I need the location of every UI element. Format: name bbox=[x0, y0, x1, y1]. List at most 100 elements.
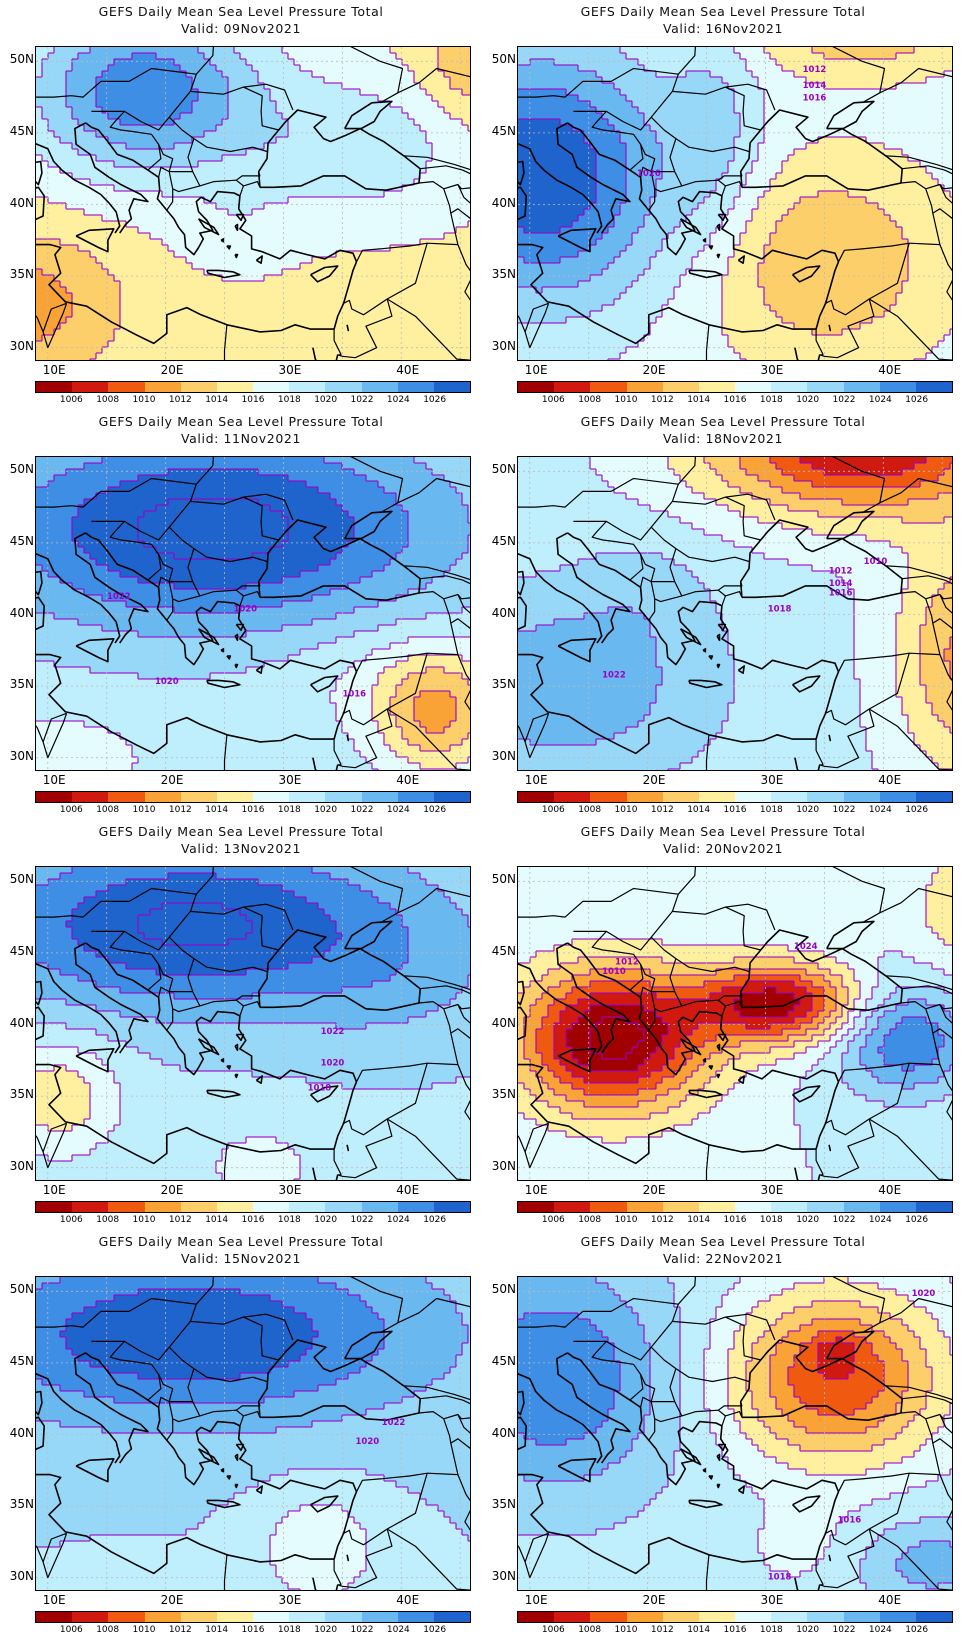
pressure-shading bbox=[518, 457, 952, 770]
colorbar-label: 1012 bbox=[647, 395, 677, 405]
colorbar-swatch bbox=[361, 382, 398, 392]
longitude-label: 30E bbox=[278, 1593, 301, 1607]
latitude-label: 45N bbox=[0, 124, 34, 138]
isobar-label: 1010 bbox=[602, 967, 626, 977]
colorbar-label: 1014 bbox=[202, 395, 232, 405]
colorbar-label: 1018 bbox=[756, 805, 786, 815]
pressure-shading bbox=[36, 1277, 470, 1590]
map-panel: GEFS Daily Mean Sea Level Pressure Total… bbox=[0, 1230, 482, 1640]
coastlines-and-borders bbox=[518, 457, 952, 770]
colorbar-label: 1022 bbox=[347, 1625, 377, 1635]
longitude-label: 40E bbox=[878, 1183, 901, 1197]
colorbar-label: 1026 bbox=[902, 1215, 932, 1225]
isobar-labels: 1022 1020 1018 bbox=[308, 1027, 345, 1094]
colorbar-label: 1012 bbox=[647, 1625, 677, 1635]
colorbar-swatch bbox=[590, 382, 627, 392]
colorbar-label: 1016 bbox=[720, 805, 750, 815]
colorbar-swatch bbox=[698, 382, 736, 392]
colorbar-swatch bbox=[662, 382, 699, 392]
isobar-label: 1012 bbox=[829, 567, 853, 577]
isobar-label: 1012 bbox=[615, 958, 639, 968]
latitude-label: 45N bbox=[482, 944, 516, 958]
isobar-label: 1018 bbox=[308, 1084, 332, 1094]
isobar-label: 1022 bbox=[107, 592, 131, 602]
colorbar-label: 1026 bbox=[420, 1215, 450, 1225]
colorbar-swatch bbox=[433, 382, 471, 392]
colorbar bbox=[517, 381, 953, 393]
colorbar-label: 1006 bbox=[538, 805, 568, 815]
colorbar-swatch bbox=[325, 792, 362, 802]
longitude-label: 20E bbox=[161, 773, 184, 787]
colorbar-swatch bbox=[698, 1202, 736, 1212]
longitude-label: 30E bbox=[760, 1593, 783, 1607]
colorbar-swatch bbox=[554, 382, 591, 392]
colorbar-label: 1022 bbox=[347, 395, 377, 405]
colorbar-label: 1014 bbox=[202, 1215, 232, 1225]
colorbar-swatch bbox=[915, 382, 953, 392]
colorbar-swatch bbox=[843, 792, 880, 802]
colorbar-label: 1018 bbox=[756, 1215, 786, 1225]
latitude-label: 35N bbox=[0, 1497, 34, 1511]
colorbar-label: 1014 bbox=[684, 1625, 714, 1635]
colorbar bbox=[517, 791, 953, 803]
colorbar-label: 1008 bbox=[575, 1215, 605, 1225]
longitude-label: 40E bbox=[396, 363, 419, 377]
colorbar-swatch bbox=[216, 382, 254, 392]
longitude-label: 10E bbox=[525, 773, 548, 787]
isobar-lines bbox=[36, 867, 470, 1180]
panel-valid-date: Valid: 11Nov2021 bbox=[0, 431, 482, 447]
latitude-label: 50N bbox=[482, 1282, 516, 1296]
colorbar-label: 1014 bbox=[684, 395, 714, 405]
latitude-label: 35N bbox=[0, 1087, 34, 1101]
colorbar-label: 1016 bbox=[720, 1625, 750, 1635]
latitude-label: 30N bbox=[0, 749, 34, 763]
colorbar-swatch bbox=[72, 1612, 109, 1622]
colorbar-label: 1018 bbox=[274, 1625, 304, 1635]
map-panel: GEFS Daily Mean Sea Level Pressure Total… bbox=[0, 410, 482, 820]
map-panel: GEFS Daily Mean Sea Level Pressure Total… bbox=[482, 1230, 964, 1640]
coastlines-and-borders bbox=[36, 867, 470, 1180]
isobar-label: 1016 bbox=[838, 1516, 862, 1526]
latitude-label: 45N bbox=[482, 1354, 516, 1368]
map-frame: 1022 1020 1020 1016 bbox=[35, 456, 471, 771]
colorbar-swatch bbox=[36, 792, 73, 802]
colorbar-label: 1024 bbox=[865, 1625, 895, 1635]
pressure-shading bbox=[36, 47, 470, 360]
latitude-label: 35N bbox=[482, 1087, 516, 1101]
colorbar-label: 1010 bbox=[611, 1215, 641, 1225]
pressure-shading bbox=[36, 867, 470, 1180]
colorbar bbox=[517, 1611, 953, 1623]
colorbar-swatch bbox=[518, 1202, 555, 1212]
colorbar-swatch bbox=[807, 792, 844, 802]
colorbar-swatch bbox=[36, 1202, 73, 1212]
colorbar-label: 1024 bbox=[865, 1215, 895, 1225]
colorbar-swatch bbox=[289, 1202, 326, 1212]
colorbar-label: 1010 bbox=[129, 1215, 159, 1225]
isobar-label: 1020 bbox=[356, 1437, 380, 1447]
isobar-labels: 1020 1016 1018 bbox=[768, 1289, 936, 1583]
colorbar-label: 1014 bbox=[684, 805, 714, 815]
colorbar-label: 1020 bbox=[793, 1625, 823, 1635]
colorbar-swatch bbox=[626, 792, 663, 802]
colorbar-swatch bbox=[735, 1612, 772, 1622]
colorbar-label: 1018 bbox=[274, 1215, 304, 1225]
colorbar-label: 1010 bbox=[129, 1625, 159, 1635]
colorbar-label: 1010 bbox=[611, 1625, 641, 1635]
longitude-label: 20E bbox=[643, 1183, 666, 1197]
colorbar-swatch bbox=[554, 1202, 591, 1212]
longitude-label: 30E bbox=[760, 363, 783, 377]
pressure-map-svg bbox=[36, 47, 470, 360]
colorbar-swatch bbox=[397, 1612, 434, 1622]
colorbar-swatch bbox=[662, 1612, 699, 1622]
colorbar-swatch bbox=[518, 1612, 555, 1622]
colorbar-swatch bbox=[180, 1202, 217, 1212]
colorbar-label: 1022 bbox=[829, 395, 859, 405]
colorbar-swatch bbox=[144, 1612, 181, 1622]
colorbar-label: 1016 bbox=[238, 1215, 268, 1225]
colorbar-swatch bbox=[662, 792, 699, 802]
coastlines-and-borders bbox=[518, 1277, 952, 1590]
colorbar-label: 1016 bbox=[238, 1625, 268, 1635]
